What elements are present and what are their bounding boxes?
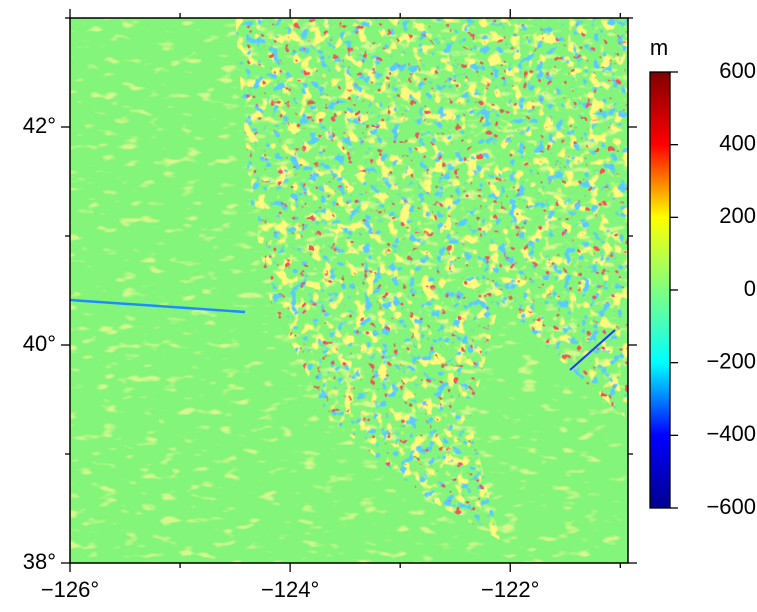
y-tick-label: 42° (23, 113, 56, 138)
colorbar-unit: m (650, 35, 668, 60)
x-tick-label: −122° (481, 577, 539, 602)
colorbar-tick-label: 0 (744, 276, 756, 301)
colorbar-tick-label: −200 (706, 348, 756, 373)
x-tick-label: −126° (41, 577, 99, 602)
colorbar-tick-label: 600 (719, 58, 756, 83)
map-raster (70, 18, 628, 563)
y-tick-label: 40° (23, 331, 56, 356)
map-frame (69, 17, 629, 564)
colorbar-tick-label: −600 (706, 494, 756, 519)
colorbar-tick-label: 400 (719, 130, 756, 155)
x-tick-label: −124° (261, 577, 319, 602)
y-tick-label: 38° (23, 549, 56, 574)
colorbar (649, 71, 671, 509)
colorbar-tick-label: 200 (719, 203, 756, 228)
colorbar-tick-label: −400 (706, 421, 756, 446)
